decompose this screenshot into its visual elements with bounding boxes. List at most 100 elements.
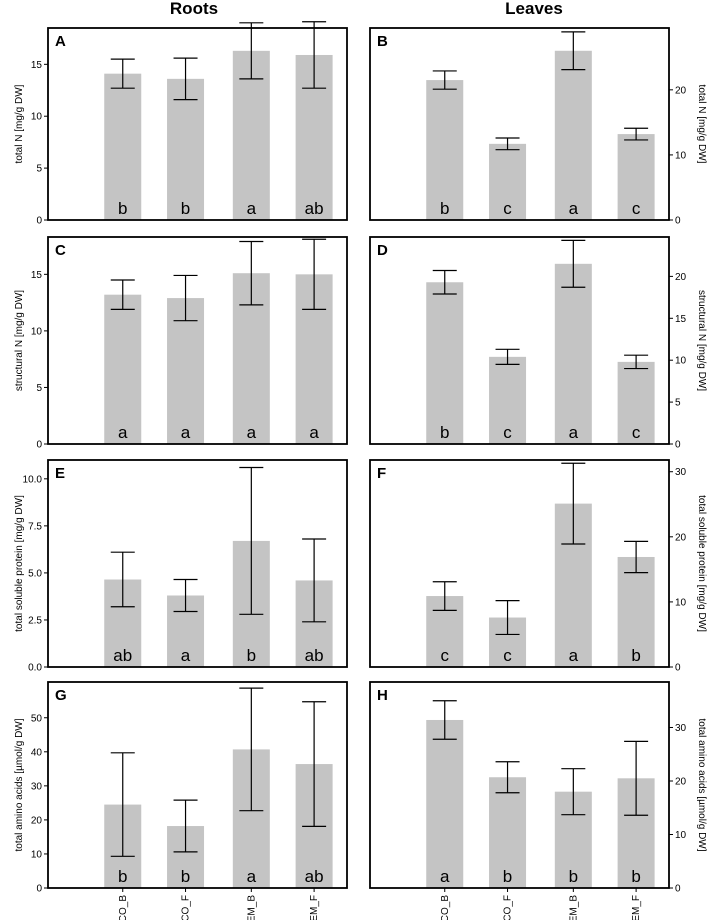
y-tick-label-a-3: 15 xyxy=(31,60,43,71)
column-title-leaves: Leaves xyxy=(505,0,563,18)
panel-letter-b: B xyxy=(377,33,388,50)
bar-a-CO_B xyxy=(104,73,142,221)
y-tick-label-c-2: 10 xyxy=(31,326,43,337)
y-tick-label-g-4: 40 xyxy=(31,747,43,758)
x-tick-label-g-EM_F: EM_F xyxy=(309,895,320,920)
y-tick-label-g-3: 30 xyxy=(31,781,43,792)
panel-letter-d: D xyxy=(377,242,388,259)
y-axis-label-e: total soluble protein [mg/g DW] xyxy=(14,495,25,632)
bar-b-EM_B xyxy=(554,50,592,220)
y-tick-label-d-3: 15 xyxy=(675,314,687,325)
significance-letter-g-CO_B: b xyxy=(118,867,127,886)
panel-d: b c a c D 0 5 10 15 20 structural N [mg/g DW] xyxy=(369,236,707,451)
significance-letter-f-EM_F: b xyxy=(631,646,640,665)
y-tick-label-f-2: 20 xyxy=(675,532,687,543)
y-tick-label-d-1: 5 xyxy=(675,398,681,409)
bar-d-CO_F xyxy=(489,356,527,444)
x-tick-label-h-EM_B: EM_B xyxy=(568,895,579,920)
y-axis-label-d: structural N [mg/g DW] xyxy=(696,290,707,391)
y-tick-label-e-4: 10.0 xyxy=(23,474,43,485)
y-tick-label-b-1: 10 xyxy=(675,150,687,161)
x-tick-label-g-EM_B: EM_B xyxy=(246,895,257,920)
significance-letter-e-EM_B: b xyxy=(247,646,256,665)
panel-f: c c a b F 0 10 20 30 total soluble protein [mg/g … xyxy=(369,459,707,674)
y-axis-label-g: total amino acids [µmol/g DW] xyxy=(14,718,25,851)
significance-letter-d-EM_B: a xyxy=(569,423,579,442)
x-tick-label-g-CO_B: CO_B xyxy=(118,895,129,920)
x-tick-label-h-CO_F: CO_F xyxy=(503,895,514,920)
significance-letter-h-CO_F: b xyxy=(503,867,512,886)
panel-letter-g: G xyxy=(55,687,67,704)
y-axis-label-a: total N [mg/g DW] xyxy=(14,84,25,163)
bar-a-CO_F xyxy=(167,78,205,220)
y-tick-label-e-0: 0.0 xyxy=(28,663,42,674)
significance-letter-c-EM_B: a xyxy=(247,423,257,442)
y-tick-label-h-0: 0 xyxy=(675,884,681,895)
y-axis-label-c: structural N [mg/g DW] xyxy=(14,290,25,391)
y-axis-label-h: total amino acids [µmol/g DW] xyxy=(696,718,707,851)
bar-b-CO_B xyxy=(426,80,464,220)
significance-letter-b-EM_F: c xyxy=(632,199,641,218)
significance-letter-a-EM_F: ab xyxy=(305,199,324,218)
significance-letter-b-CO_F: c xyxy=(503,199,512,218)
bar-b-CO_F xyxy=(489,143,527,220)
significance-letter-b-CO_B: b xyxy=(440,199,449,218)
significance-letter-h-EM_F: b xyxy=(631,867,640,886)
y-tick-label-h-3: 30 xyxy=(675,723,687,734)
significance-letter-a-CO_B: b xyxy=(118,199,127,218)
panel-a: b b a ab A 0 5 10 15 total N [mg/g DW] xyxy=(14,21,348,227)
significance-letter-f-EM_B: a xyxy=(569,646,579,665)
y-tick-label-f-1: 10 xyxy=(675,597,687,608)
bar-h-CO_B xyxy=(426,719,464,888)
panel-letter-e: E xyxy=(55,465,65,482)
significance-letter-f-CO_F: c xyxy=(503,646,512,665)
panel-letter-f: F xyxy=(377,465,386,482)
x-tick-label-h-EM_F: EM_F xyxy=(631,895,642,920)
y-axis-label-f: total soluble protein [mg/g DW] xyxy=(696,495,707,632)
significance-letter-c-EM_F: a xyxy=(309,423,319,442)
y-tick-label-a-0: 0 xyxy=(36,216,42,227)
y-tick-label-g-5: 50 xyxy=(31,713,43,724)
bar-d-CO_B xyxy=(426,282,464,444)
significance-letter-d-CO_F: c xyxy=(503,423,512,442)
panel-frame-e xyxy=(47,459,348,668)
y-tick-label-c-0: 0 xyxy=(36,440,42,451)
y-tick-label-f-3: 30 xyxy=(675,467,687,478)
y-tick-label-e-1: 2.5 xyxy=(28,615,42,626)
significance-letter-e-CO_B: ab xyxy=(113,646,132,665)
bar-d-EM_F xyxy=(617,361,655,444)
y-tick-label-g-0: 0 xyxy=(36,884,42,895)
bar-f-EM_F xyxy=(617,556,655,667)
y-tick-label-b-2: 20 xyxy=(675,85,687,96)
bar-b-EM_F xyxy=(617,134,655,220)
significance-letter-g-EM_B: a xyxy=(247,867,257,886)
bar-h-CO_F xyxy=(489,777,527,888)
y-tick-label-h-2: 20 xyxy=(675,776,687,787)
significance-letter-g-CO_F: b xyxy=(181,867,190,886)
y-tick-label-d-2: 10 xyxy=(675,356,687,367)
panel-frame-a xyxy=(47,27,348,221)
significance-letter-e-CO_F: a xyxy=(181,646,191,665)
y-tick-label-g-2: 20 xyxy=(31,815,43,826)
x-tick-label-g-CO_F: CO_F xyxy=(181,895,192,920)
panel-c: a a a a C 0 5 10 15 structural N [mg/g DW] xyxy=(14,236,348,451)
bar-c-CO_B xyxy=(104,294,142,444)
panel-g: b b a ab G 0 10 20 30 40 50 total amino acids [µmol… xyxy=(14,681,348,920)
panel-frame-h xyxy=(369,681,670,889)
column-title-roots: Roots xyxy=(170,0,218,18)
y-tick-label-b-0: 0 xyxy=(675,216,681,227)
significance-letter-e-EM_F: ab xyxy=(305,646,324,665)
y-tick-label-d-4: 20 xyxy=(675,272,687,283)
significance-letter-h-EM_B: b xyxy=(569,867,578,886)
significance-letter-h-CO_B: a xyxy=(440,867,450,886)
bar-d-EM_B xyxy=(554,263,592,444)
y-tick-label-c-3: 15 xyxy=(31,270,43,281)
panel-h: a b b b H 0 10 20 30 total amino acids [µmol/g DW… xyxy=(369,681,707,920)
significance-letter-a-EM_B: a xyxy=(247,199,257,218)
panel-frame-c xyxy=(47,236,348,445)
y-tick-label-a-1: 5 xyxy=(36,164,42,175)
significance-letter-a-CO_F: b xyxy=(181,199,190,218)
y-tick-label-c-1: 5 xyxy=(36,383,42,394)
panel-b: b c a c B 0 10 20 total N [mg/g DW] xyxy=(369,27,707,227)
